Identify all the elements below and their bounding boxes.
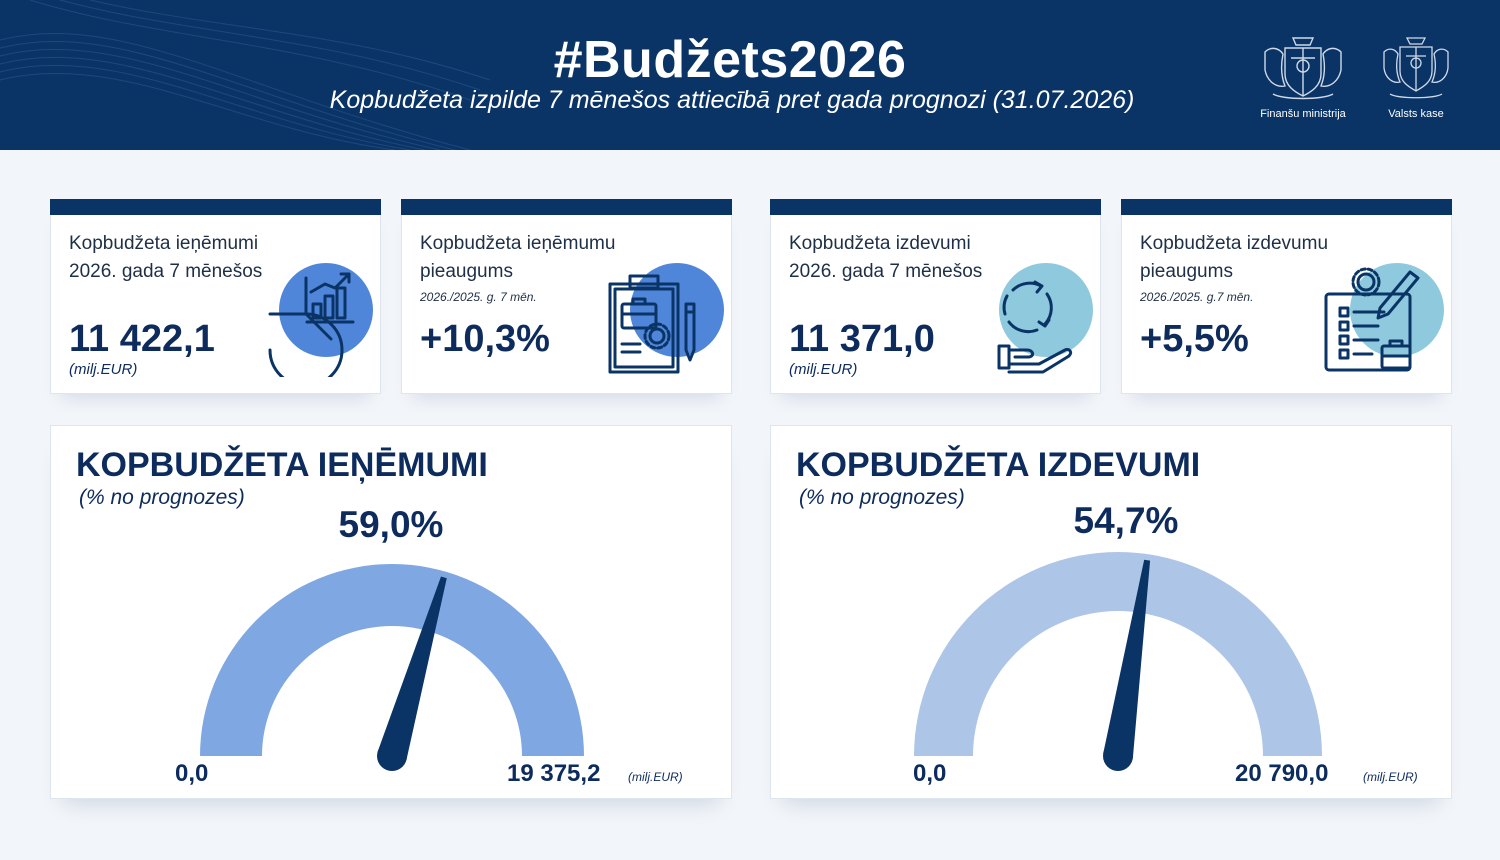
page-title: #Budžets2026 [553, 31, 907, 89]
hand-cycle-icon [997, 263, 1093, 374]
gauge-unit: (milj.EUR) [1363, 770, 1418, 784]
card-label-line2: pieaugums [1140, 261, 1233, 282]
gauge-value-label: 54,7% [1073, 500, 1179, 541]
card-unit: (milj.EUR) [789, 361, 858, 378]
gauge-min-label: 0,0 [913, 760, 947, 787]
gauge-min-label: 0,0 [175, 760, 209, 787]
card-label-line2: pieaugums [420, 261, 513, 282]
card-value: +10,3% [420, 318, 550, 360]
card-label: Kopbudžeta izdevumu pieaugums [1140, 230, 1370, 286]
gauge-subtitle: (% no prognozes) [79, 486, 245, 509]
card-top-bar [1121, 199, 1452, 215]
gauge-unit: (milj.EUR) [628, 770, 683, 784]
card-label: Kopbudžeta izdevumi 2026. gada 7 mēnešos [789, 230, 1019, 286]
gauge-needle [377, 576, 447, 761]
card-revenue-7-months: Kopbudžeta ieņēmumi 2026. gada 7 mēnešos… [50, 199, 381, 394]
gauge-needle-hub [1103, 741, 1133, 771]
card-label-line1: Kopbudžeta izdevumi [789, 233, 971, 254]
wave-decoration [0, 0, 491, 150]
gauge-subtitle: (% no prognozes) [799, 486, 965, 509]
card-label-line2: 2026. gada 7 mēnešos [789, 261, 983, 282]
gauge-max-label: 20 790,0 [1235, 760, 1329, 787]
card-label-line1: Kopbudžeta ieņēmumi [69, 233, 259, 254]
card-top-bar [770, 199, 1101, 215]
card-unit: (milj.EUR) [69, 361, 138, 378]
gauge-value-label: 59,0% [338, 504, 444, 545]
gauge-title: KOPBUDŽETA IEŅĒMUMI [76, 446, 488, 484]
card-note: 2026./2025. g. 7 mēn. [420, 290, 537, 304]
gauge-chart-expenses [914, 552, 1322, 771]
gauge-arc [200, 564, 584, 756]
gauge-chart-revenue [200, 564, 584, 771]
logo-label: Valsts kase [1388, 108, 1444, 120]
gauge-arc [914, 552, 1322, 756]
card-top-bar [50, 199, 381, 215]
pie-chart-growth-icon [268, 263, 373, 377]
page-subtitle: Kopbudžeta izpilde 7 mēnešos attiecībā p… [329, 86, 1135, 114]
card-top-bar [401, 199, 732, 215]
logo-finansu-ministrija: Finanšu ministrija [1248, 34, 1358, 120]
card-label: Kopbudžeta ieņēmumu pieaugums [420, 230, 650, 286]
card-label-line1: Kopbudžeta ieņēmumu [420, 233, 616, 254]
header-banner: #Budžets2026 Kopbudžeta izpilde 7 mēnešo… [0, 0, 1500, 150]
coat-of-arms-icon [1383, 37, 1449, 99]
gauge-needle [1103, 559, 1151, 759]
card-expenses-growth: Kopbudžeta izdevumu pieaugums 2026./2025… [1121, 199, 1452, 394]
card-value: 11 422,1 [69, 318, 215, 360]
gauge-panel-expenses: KOPBUDŽETA IZDEVUMI (% no prognozes) 54,… [770, 425, 1452, 799]
clipboard-briefcase-gear-icon [608, 263, 724, 374]
card-value: 11 371,0 [789, 318, 935, 360]
card-label: Kopbudžeta ieņēmumi 2026. gada 7 mēnešos [69, 230, 299, 286]
checklist-pencil-icon [1324, 263, 1444, 372]
card-expenses-7-months: Kopbudžeta izdevumi 2026. gada 7 mēnešos… [770, 199, 1101, 394]
logo-label: Finanšu ministrija [1260, 108, 1346, 120]
card-label-line2: 2026. gada 7 mēnešos [69, 261, 263, 282]
card-label-line1: Kopbudžeta izdevumu [1140, 233, 1329, 254]
coat-of-arms-icon [1264, 37, 1342, 100]
card-value: +5,5% [1140, 318, 1249, 360]
gauge-max-label: 19 375,2 [507, 760, 601, 787]
logo-valsts-kase: Valsts kase [1376, 34, 1456, 120]
card-note: 2026./2025. g.7 mēn. [1140, 290, 1254, 304]
gauge-panel-revenue: KOPBUDŽETA IEŅĒMUMI (% no prognozes) 59,… [50, 425, 732, 799]
gauge-title: KOPBUDŽETA IZDEVUMI [796, 446, 1201, 484]
gauge-needle-hub [377, 741, 407, 771]
card-revenue-growth: Kopbudžeta ieņēmumu pieaugums 2026./2025… [401, 199, 732, 394]
